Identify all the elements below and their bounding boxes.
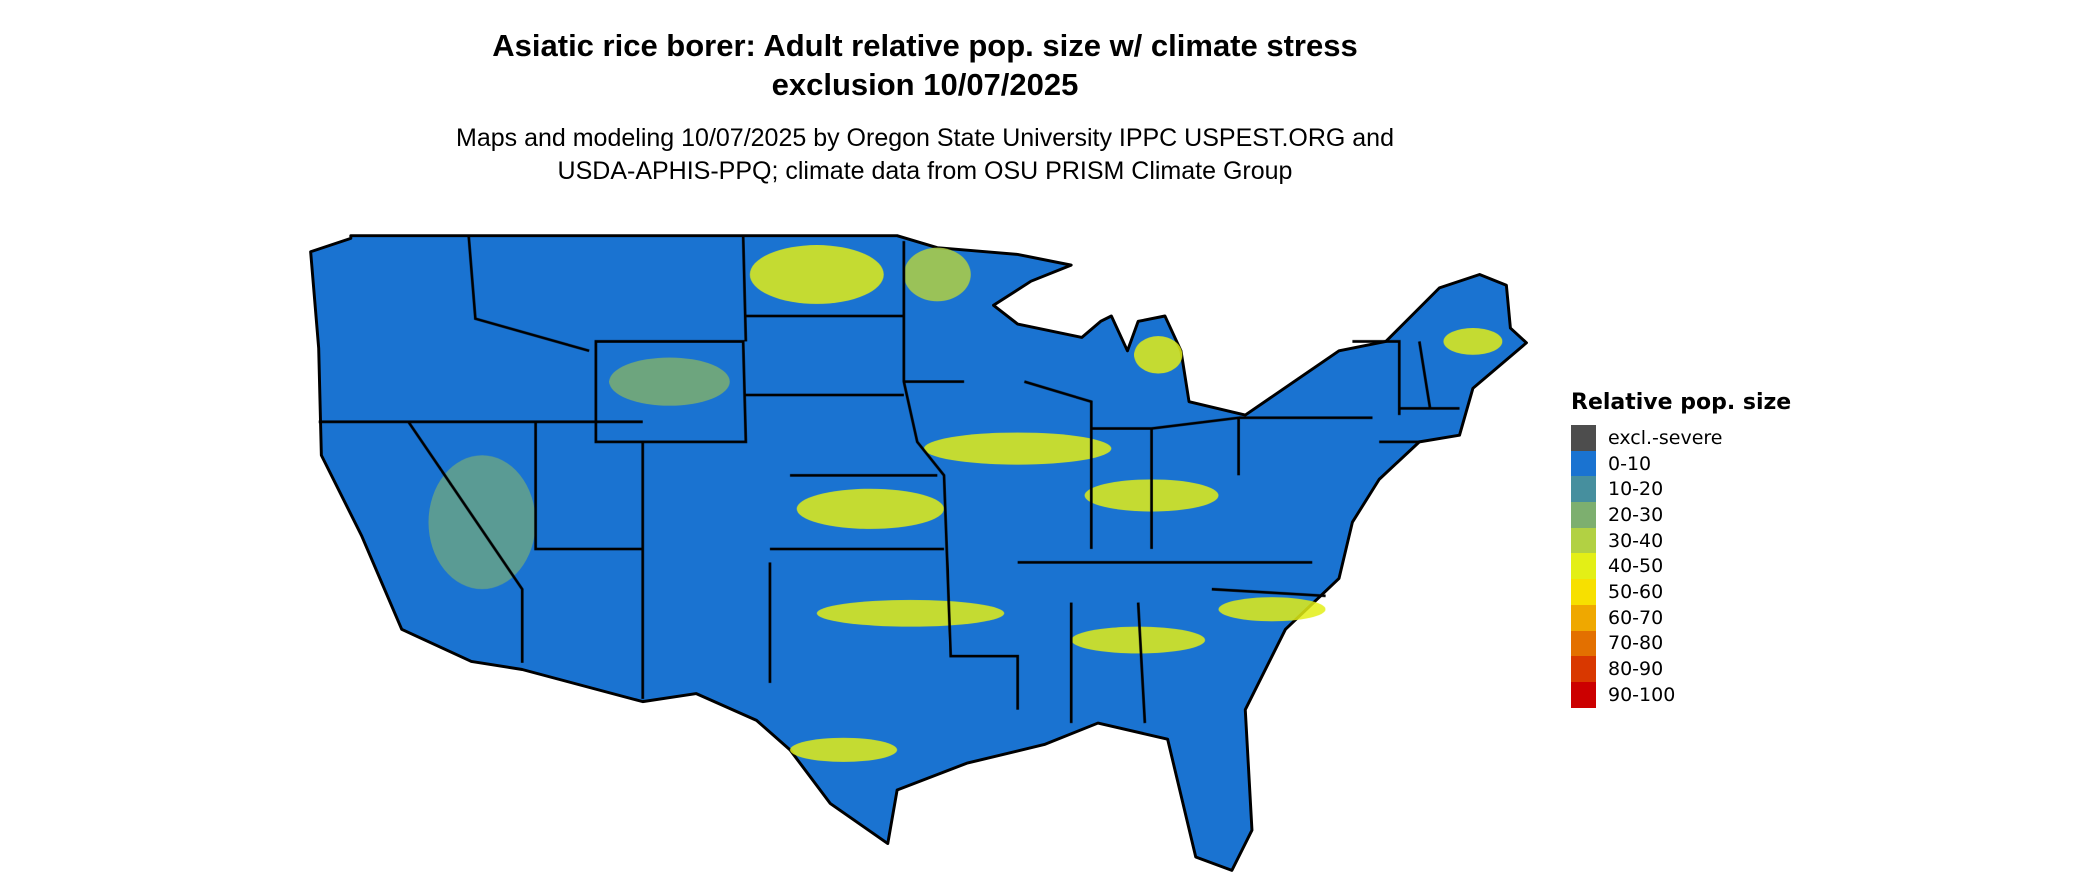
patch-carolinas: [1218, 597, 1326, 622]
legend-label: 80-90: [1608, 658, 1664, 681]
legend-item: 50-60: [1571, 579, 1791, 605]
title-line-1: Asiatic rice borer: Adult relative pop. …: [492, 28, 1358, 63]
legend-item: 30-40: [1571, 527, 1791, 554]
legend-swatch: [1571, 579, 1596, 605]
legend-item: 80-90: [1571, 656, 1791, 682]
state-borders: [318, 235, 1460, 724]
patch-northern-plains: [749, 245, 884, 304]
legend-swatch: [1571, 502, 1596, 528]
subtitle-line-1: Maps and modeling 10/07/2025 by Oregon S…: [456, 124, 1394, 152]
legend-label: 20-30: [1608, 503, 1664, 526]
legend-item: 10-20: [1571, 476, 1791, 503]
legend-swatch: [1571, 476, 1596, 503]
border-central: [902, 241, 1373, 724]
patch-maine: [1443, 328, 1503, 355]
legend-title: Relative pop. size: [1571, 390, 1792, 415]
legend-items: excl.-severe 0-10 10-20 20-30 30-40 40-50 50-6…: [1571, 425, 1791, 708]
legend-label: 0-10: [1608, 452, 1652, 475]
legend-swatch: [1571, 450, 1596, 477]
title-line-2: exclusion 10/07/2025: [771, 67, 1079, 102]
border-east: [1352, 340, 1460, 444]
legend-label: 30-40: [1608, 529, 1664, 552]
legend-label: 90-100: [1608, 683, 1676, 706]
legend-item: 90-100: [1571, 681, 1791, 708]
patch-midwest: [923, 432, 1112, 465]
legend: Relative pop. size excl.-severe 0-10 10-20…: [1571, 390, 1791, 708]
legend-item: 0-10: [1571, 450, 1791, 477]
patch-michigan: [1134, 336, 1183, 374]
legend-swatch: [1571, 604, 1596, 631]
us-outline: [309, 234, 1528, 872]
suitability-patches: [428, 245, 1503, 762]
legend-label: 50-60: [1608, 580, 1664, 603]
map-title: Asiatic rice borer: Adult relative pop. …: [0, 26, 1850, 104]
legend-label: 70-80: [1608, 632, 1664, 655]
legend-label: 10-20: [1608, 478, 1664, 501]
legend-swatch: [1571, 681, 1596, 708]
map-subtitle: Maps and modeling 10/07/2025 by Oregon S…: [0, 122, 1850, 188]
legend-label: excl.-severe: [1608, 426, 1723, 449]
patch-kansas: [796, 488, 944, 529]
legend-item: 70-80: [1571, 630, 1791, 657]
legend-item: 60-70: [1571, 604, 1791, 631]
patch-texas: [790, 737, 898, 762]
patch-wyoming: [609, 357, 730, 406]
patch-oklahoma: [816, 599, 1005, 627]
patch-minnesota: [903, 247, 971, 302]
legend-swatch: [1571, 656, 1596, 682]
border-west: [318, 235, 944, 699]
subtitle-line-2: USDA-APHIS-PPQ; climate data from OSU PR…: [557, 157, 1293, 185]
legend-swatch: [1571, 553, 1596, 580]
legend-label: 60-70: [1608, 606, 1664, 629]
legend-item: 20-30: [1571, 502, 1791, 528]
legend-label: 40-50: [1608, 555, 1664, 578]
legend-item: excl.-severe: [1571, 425, 1791, 451]
legend-item: 40-50: [1571, 553, 1791, 580]
legend-swatch: [1571, 630, 1596, 657]
legend-swatch: [1571, 527, 1596, 554]
patch-south: [1071, 626, 1206, 654]
legend-swatch: [1571, 425, 1596, 451]
